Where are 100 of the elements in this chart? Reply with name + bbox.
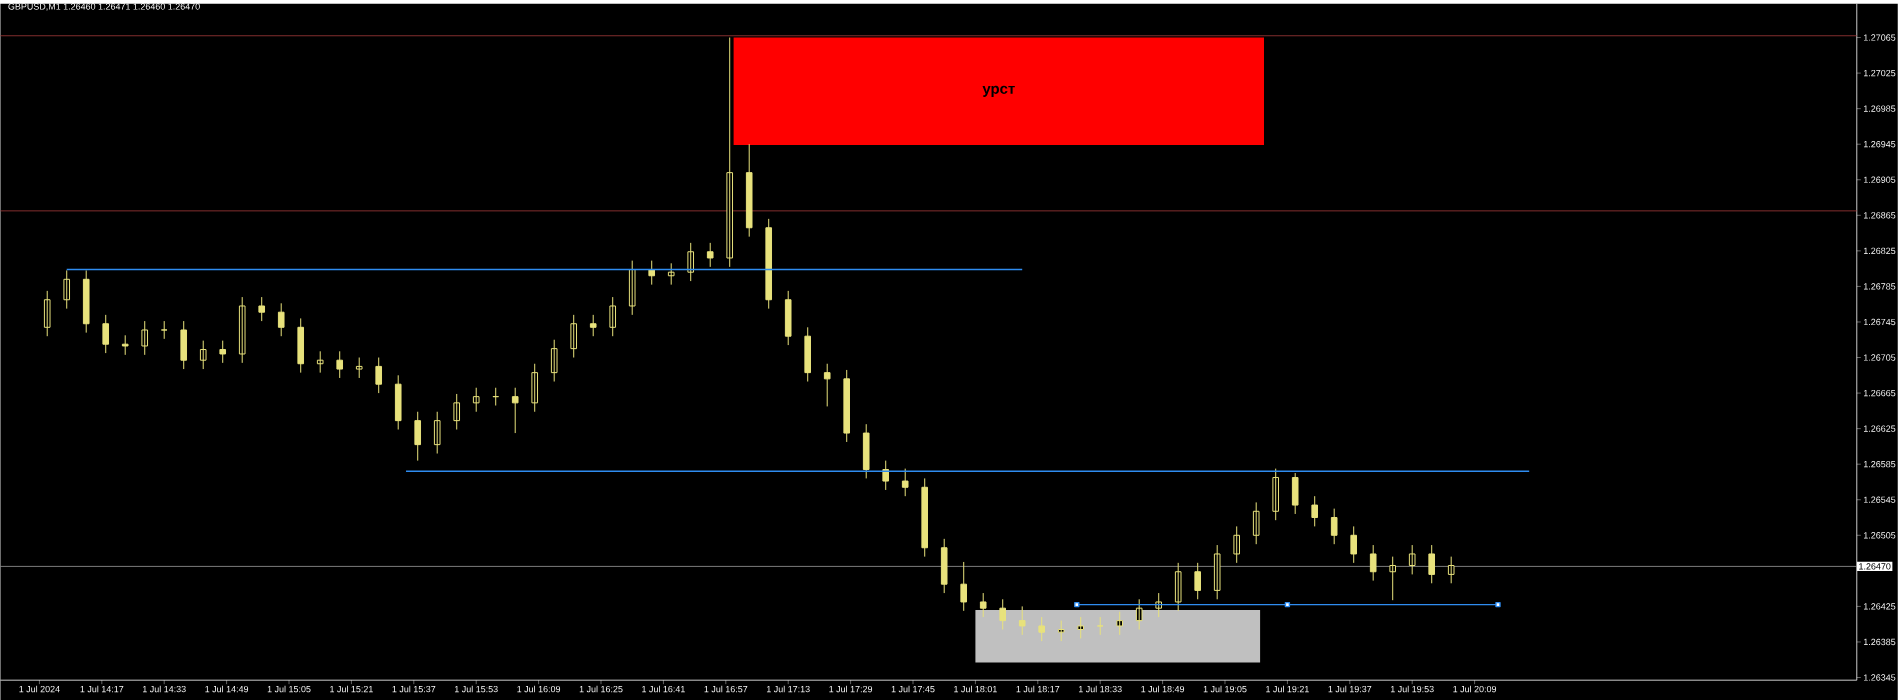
x-tick-label: 1 Jul 18:49 — [1141, 685, 1185, 693]
candlestick — [823, 363, 831, 407]
candlestick — [1233, 525, 1241, 564]
candlestick — [277, 302, 285, 337]
candlestick — [1135, 598, 1143, 630]
candlestick — [1330, 508, 1338, 545]
x-tick-label: 1 Jul 18:17 — [1016, 685, 1060, 693]
ref-line-label: 1.26470 — [1859, 563, 1891, 570]
candlestick — [745, 143, 753, 238]
candlestick — [784, 290, 792, 346]
candlestick — [375, 356, 383, 394]
x-tick-label: 1 Jul 16:41 — [642, 685, 685, 693]
candlestick — [1252, 501, 1260, 545]
candlestick — [43, 290, 51, 337]
candlestick — [1194, 562, 1202, 600]
y-tick-label: 1.26985 — [1863, 105, 1896, 112]
candlestick — [1389, 556, 1396, 601]
candlestick — [180, 320, 188, 370]
y-tick-label: 1.26905 — [1863, 176, 1896, 183]
candlestick — [765, 218, 773, 310]
candlestick — [1057, 620, 1065, 642]
candlestick — [862, 423, 870, 479]
candlestick — [589, 314, 597, 337]
candlestick — [199, 340, 207, 370]
candlestick — [1213, 544, 1221, 600]
candlestick — [609, 296, 617, 337]
candlestick — [492, 387, 500, 406]
candlestick — [355, 356, 363, 379]
x-tick-label: 1 Jul 16:57 — [704, 685, 748, 693]
candlestick — [921, 477, 929, 558]
y-tick-label: 1.26505 — [1863, 532, 1896, 539]
x-tick-label: 1 Jul 20:09 — [1453, 685, 1497, 693]
candlestick — [628, 260, 636, 316]
candlestick — [1077, 616, 1085, 639]
candlestick — [1350, 525, 1358, 564]
candlestick — [940, 538, 948, 594]
x-tick-label: 1 Jul 17:45 — [891, 685, 935, 693]
candlestick — [843, 369, 851, 443]
candlestick — [570, 314, 578, 358]
candlestick — [414, 411, 422, 462]
x-tick-label: 1 Jul 16:25 — [579, 685, 623, 693]
candlestick — [258, 296, 266, 322]
chart-title: GBPUSD,M1 1.26460 1.26471 1.26460 1.26470 — [8, 3, 200, 11]
y-tick-label: 1.26865 — [1863, 212, 1896, 219]
x-tick-label: 1 Jul 18:33 — [1078, 685, 1122, 693]
x-tick-label: 1 Jul 19:53 — [1390, 685, 1434, 693]
y-tick-label: 1.26545 — [1863, 496, 1896, 503]
candlestick — [1428, 544, 1435, 584]
candlestick — [1408, 544, 1416, 575]
x-tick-label: 1 Jul 16:09 — [517, 685, 561, 693]
annotation: урст — [982, 85, 1015, 97]
candlestick — [336, 350, 344, 379]
y-tick-label: 1.26345 — [1863, 674, 1896, 681]
candlestick — [102, 314, 110, 354]
candlestick — [63, 269, 71, 310]
candlestick — [316, 350, 324, 374]
candlestick — [726, 36, 734, 268]
x-tick-label: 1 Jul 17:29 — [829, 685, 873, 693]
candlestick — [901, 468, 909, 497]
candlestick — [433, 411, 441, 454]
candlestick — [1311, 495, 1319, 527]
x-tick-label: 1 Jul 14:33 — [142, 685, 186, 693]
candlestick — [1096, 616, 1104, 636]
y-tick-label: 1.27065 — [1863, 34, 1896, 41]
x-tick-label: 1 Jul 19:21 — [1266, 685, 1309, 693]
x-tick-label: 1 Jul 14:49 — [205, 685, 249, 693]
candlestick — [531, 363, 539, 413]
x-tick-label: 1 Jul 15:21 — [330, 685, 373, 693]
candlestick — [648, 260, 656, 286]
y-tick-label: 1.26625 — [1863, 425, 1896, 432]
x-tick-label: 1 Jul 18:01 — [954, 685, 997, 693]
y-tick-label: 1.26665 — [1863, 389, 1896, 397]
candlestick — [550, 339, 558, 382]
y-tick-label: 1.26585 — [1863, 460, 1896, 468]
x-tick-label: 1 Jul 15:05 — [267, 685, 311, 693]
x-tick-label: 1 Jul 15:53 — [454, 685, 498, 693]
candlestick — [238, 296, 246, 364]
candlestick — [979, 592, 987, 618]
y-tick-label: 1.26785 — [1863, 283, 1896, 290]
candlestick — [160, 320, 168, 340]
candlestick — [297, 317, 305, 374]
y-tick-label: 1.26945 — [1863, 140, 1896, 148]
x-tick-label: 1 Jul 19:37 — [1328, 685, 1372, 693]
candlestick — [882, 460, 890, 491]
candlestick — [1038, 616, 1046, 642]
candlestick — [667, 262, 675, 286]
candlestick — [804, 326, 812, 382]
candlestick — [687, 242, 695, 282]
candlestick — [472, 387, 480, 413]
y-tick-label: 1.26425 — [1863, 603, 1896, 610]
candlestick — [1272, 468, 1280, 521]
candlestick — [453, 393, 461, 430]
y-tick-label: 1.26825 — [1863, 247, 1896, 254]
candlestick — [706, 242, 714, 268]
candlestick — [121, 334, 129, 356]
y-tick-label: 1.26705 — [1863, 354, 1896, 361]
candlestick — [999, 598, 1007, 630]
x-tick-label: 1 Jul 19:05 — [1203, 685, 1247, 693]
x-tick-label: 1 Jul 17:13 — [766, 685, 810, 693]
candlestick — [1018, 605, 1026, 636]
